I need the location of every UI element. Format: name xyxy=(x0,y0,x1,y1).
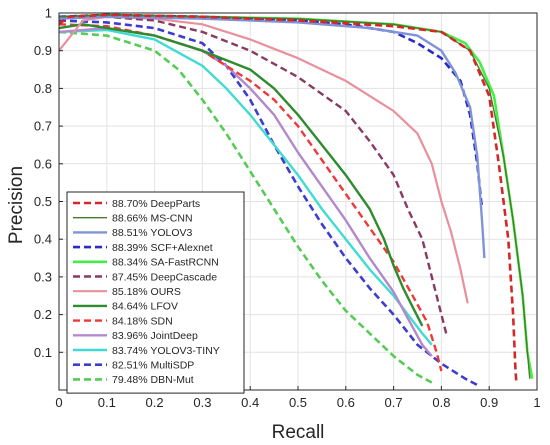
x-tick-label: 0.9 xyxy=(480,395,498,410)
y-tick-label: 1 xyxy=(45,6,52,21)
y-tick-label: 0.4 xyxy=(34,232,52,247)
legend-entry: 88.34% SA-FastRCNN xyxy=(112,257,219,269)
legend-entry: 85.18% OURS xyxy=(112,286,181,298)
legend-entry: 84.18% SDN xyxy=(112,315,173,327)
x-tick-label: 0.7 xyxy=(385,395,403,410)
legend: 88.70% DeepParts 88.66% MS-CNN 88.51% YOLO… xyxy=(66,191,245,394)
x-tick-label: 0.1 xyxy=(98,395,116,410)
y-tick-label: 0.3 xyxy=(34,269,52,284)
series-line-lfov xyxy=(58,23,424,327)
x-tick-label: 0.6 xyxy=(337,395,355,410)
tick-labels: 0 0.1 0.2 0.3 0.4 0.5 0.6 0.7 0.8 0.9 1 0.1 0.2 0.3 0.… xyxy=(34,6,541,411)
legend-entry: 83.74% YOLOV3-TINY xyxy=(112,345,220,357)
legend-entry: 88.70% DeepParts xyxy=(112,198,200,210)
series-line-deepcascade xyxy=(59,15,448,334)
series-line-dbn-mut xyxy=(58,30,433,384)
y-tick-label: 0.5 xyxy=(34,194,52,209)
legend-entry: 83.96% JointDeep xyxy=(112,330,198,342)
x-tick-label: 0.4 xyxy=(241,395,259,410)
x-axis-label: Recall xyxy=(272,422,325,443)
y-tick-label: 0.2 xyxy=(34,307,52,322)
legend-entry: 79.48% DBN-Mut xyxy=(112,374,194,386)
legend-box xyxy=(66,191,245,394)
y-tick-label: 0.9 xyxy=(34,43,52,58)
y-tick-label: 0.8 xyxy=(34,81,52,96)
y-tick-label: 0.7 xyxy=(34,119,52,134)
x-tick-label: 0.8 xyxy=(432,395,450,410)
y-axis-label: Precision xyxy=(6,166,27,244)
legend-entry: 82.51% MultiSDP xyxy=(112,360,194,372)
y-tick-label: 0.1 xyxy=(34,345,52,360)
legend-entry: 88.51% YOLOV3 xyxy=(112,227,193,239)
legend-entry: 88.39% SCF+Alexnet xyxy=(112,242,213,254)
legend-entry: 87.45% DeepCascade xyxy=(112,271,217,283)
series-line-yolov3 xyxy=(58,15,486,259)
legend-entry: 84.64% LFOV xyxy=(112,301,178,313)
series-line-deepparts xyxy=(58,13,518,383)
x-tick-label: 0.3 xyxy=(193,395,211,410)
y-tick-label: 0.6 xyxy=(34,156,52,171)
x-tick-label: 0.5 xyxy=(289,395,307,410)
x-tick-label: 0.2 xyxy=(146,395,164,410)
series-layer xyxy=(58,13,534,388)
x-tick-label: 0 xyxy=(55,395,62,410)
legend-entry: 88.66% MS-CNN xyxy=(112,213,193,225)
x-tick-label: 1 xyxy=(533,395,540,410)
